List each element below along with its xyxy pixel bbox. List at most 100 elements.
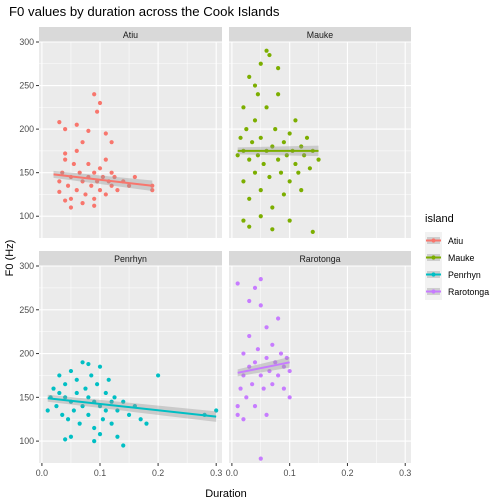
data-point-rarotonga xyxy=(287,395,292,400)
legend-item-mauke: Mauke xyxy=(425,249,475,266)
data-point-mauke xyxy=(310,229,315,235)
data-point-mauke xyxy=(261,161,266,167)
data-point-mauke xyxy=(247,224,252,229)
data-point-penrhyn xyxy=(63,437,68,442)
y-tick-label: 250 xyxy=(19,81,34,91)
data-point-atiu xyxy=(97,166,103,171)
data-point-atiu xyxy=(109,140,114,145)
data-point-atiu xyxy=(115,187,120,193)
data-point-rarotonga xyxy=(258,456,263,461)
data-point-atiu xyxy=(97,100,103,106)
strip-atiu xyxy=(39,27,222,42)
trend-line-penrhyn xyxy=(47,397,217,418)
panel-background xyxy=(39,42,222,238)
legend-item-penrhyn: Penrhyn xyxy=(425,266,481,283)
data-point-mauke xyxy=(252,83,258,88)
data-point-atiu xyxy=(63,151,68,156)
data-point-penrhyn xyxy=(92,439,97,444)
data-point-rarotonga xyxy=(258,277,263,282)
data-point-penrhyn xyxy=(138,417,143,422)
data-point-mauke xyxy=(241,218,246,223)
data-point-penrhyn xyxy=(103,408,108,413)
legend-label-mauke: Mauke xyxy=(448,253,475,263)
panel-background xyxy=(39,266,222,463)
data-point-mauke xyxy=(267,174,272,180)
y-tick-label: 100 xyxy=(19,436,34,446)
data-point-penrhyn xyxy=(109,421,114,426)
legend: island Atiu Mauke Penrhyn Rarotonga xyxy=(425,213,489,300)
data-point-mauke xyxy=(284,153,289,158)
y-tick-label: 300 xyxy=(19,261,34,271)
data-point-penrhyn xyxy=(155,373,161,378)
data-point-penrhyn xyxy=(80,360,85,365)
data-point-mauke xyxy=(267,52,272,58)
panel-atiu: Atiu 100 150 200 250 300 xyxy=(19,27,222,238)
data-point-mauke xyxy=(270,227,275,232)
data-point-penrhyn xyxy=(65,417,71,422)
data-point-penrhyn xyxy=(63,395,68,400)
y-tick-label: 250 xyxy=(19,305,34,315)
data-point-atiu xyxy=(71,161,76,167)
y-tick-label: 200 xyxy=(19,124,34,134)
y-axis-label: F0 (Hz) xyxy=(4,240,16,277)
data-point-penrhyn xyxy=(103,390,108,396)
x-axis-label: Duration xyxy=(205,488,247,500)
data-point-atiu xyxy=(89,183,94,188)
data-point-penrhyn xyxy=(54,403,59,409)
data-point-penrhyn xyxy=(126,412,132,417)
data-point-atiu xyxy=(103,192,108,197)
y-tick-label: 100 xyxy=(19,211,34,221)
data-point-mauke xyxy=(247,74,252,79)
data-point-atiu xyxy=(132,174,137,180)
data-point-rarotonga xyxy=(241,417,246,422)
data-point-rarotonga xyxy=(258,303,263,308)
legend-label-atiu: Atiu xyxy=(448,236,463,246)
data-point-mauke xyxy=(281,140,286,145)
data-point-rarotonga xyxy=(241,351,246,356)
strip-label-atiu: Atiu xyxy=(123,30,138,40)
data-point-mauke xyxy=(299,187,304,193)
data-point-atiu xyxy=(150,187,155,193)
data-point-rarotonga xyxy=(247,298,252,304)
data-point-atiu xyxy=(80,201,85,206)
data-point-mauke xyxy=(252,118,258,123)
data-point-atiu xyxy=(63,157,68,162)
strip-label-mauke: Mauke xyxy=(307,30,334,40)
data-point-rarotonga xyxy=(281,386,286,391)
strip-label-penrhyn: Penrhyn xyxy=(114,254,147,264)
data-point-mauke xyxy=(276,157,281,162)
trend-line-atiu xyxy=(53,173,153,187)
legend-key-point xyxy=(431,238,436,243)
legend-key-point xyxy=(431,289,436,294)
data-point-rarotonga xyxy=(252,360,258,365)
data-point-penrhyn xyxy=(97,403,103,409)
data-point-mauke xyxy=(270,205,275,210)
data-point-atiu xyxy=(103,157,108,162)
data-point-atiu xyxy=(74,122,79,127)
data-point-mauke xyxy=(235,153,240,158)
data-point-rarotonga xyxy=(264,325,269,330)
data-point-penrhyn xyxy=(100,417,106,422)
trend-line-rarotonga xyxy=(237,361,290,374)
data-point-penrhyn xyxy=(115,408,120,413)
data-point-rarotonga xyxy=(235,403,240,409)
data-point-rarotonga xyxy=(250,382,255,387)
data-point-rarotonga xyxy=(241,373,246,378)
data-point-penrhyn xyxy=(60,412,65,417)
data-point-penrhyn xyxy=(106,377,111,382)
data-point-mauke xyxy=(278,170,284,175)
data-point-mauke xyxy=(238,135,243,140)
x-tick-label: 0.0 xyxy=(36,468,48,478)
data-point-rarotonga xyxy=(235,412,240,417)
panel-mauke: Mauke xyxy=(229,27,411,238)
data-point-mauke xyxy=(241,105,246,110)
data-point-mauke xyxy=(287,131,292,136)
data-point-atiu xyxy=(92,196,97,201)
data-point-penrhyn xyxy=(45,408,50,413)
facet-panels: Atiu 100 150 200 250 300 Mauke Penrhyn 100 150 200… xyxy=(19,27,411,478)
data-point-penrhyn xyxy=(115,434,120,439)
data-point-rarotonga xyxy=(276,373,281,378)
data-point-mauke xyxy=(287,218,292,223)
data-point-atiu xyxy=(94,109,100,114)
